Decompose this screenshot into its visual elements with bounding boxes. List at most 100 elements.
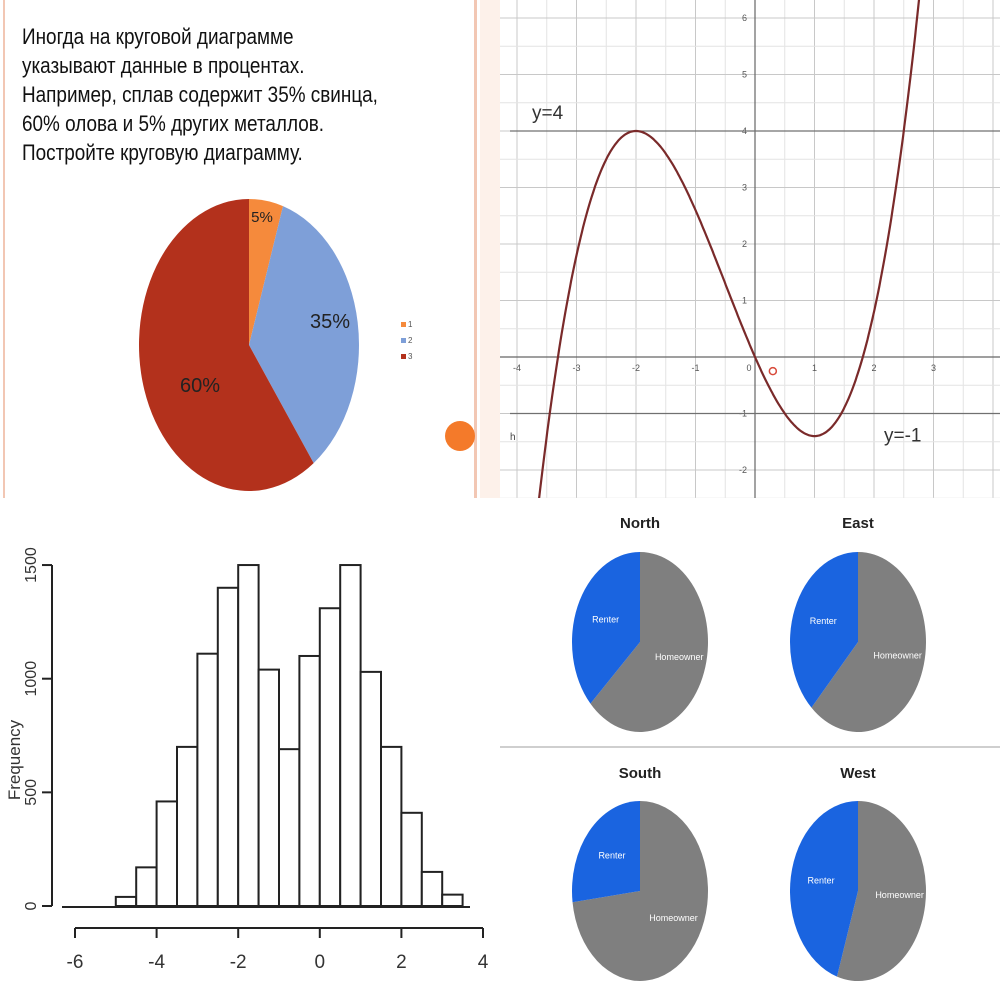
region-label-homeowner-south: Homeowner: [649, 913, 698, 923]
origin-marker: [768, 366, 778, 376]
hist-bar: [380, 745, 403, 907]
hist-bar: [237, 564, 260, 908]
x-tick-label: -1: [691, 363, 699, 373]
curve-h: [538, 0, 921, 498]
x-tick-label: 0: [746, 363, 751, 373]
task-text: Иногда на круговой диаграмме указывают д…: [22, 22, 409, 167]
region-title-north: North: [620, 515, 660, 532]
y-tick-label: -2: [739, 465, 747, 475]
y-tick-label: 3: [742, 183, 747, 193]
hist-x-tick-label: -6: [67, 952, 84, 973]
hist-bar: [441, 893, 464, 908]
hist-bar: [359, 670, 383, 907]
region-pie-west: [790, 801, 926, 981]
y-tick-label: 2: [742, 239, 747, 249]
hist-bar: [339, 564, 362, 908]
hist-x-tick-label: 2: [396, 952, 407, 973]
hist-bar: [420, 870, 444, 907]
task-text-line-3: Например, сплав содержит 35% свинца,: [22, 82, 378, 107]
region-pie-south: [572, 801, 708, 981]
hist-y-tick-label: 0: [23, 901, 40, 910]
plot-left-stripe: [480, 0, 500, 498]
task-text-line-4: 60% олова и 5% других металлов.: [22, 111, 325, 136]
alloy-pie-slice-2: [249, 206, 359, 464]
alloy-pie-slice-1: [249, 199, 283, 345]
region-slice-homeowner-west: [836, 801, 926, 981]
region-slice-renter-west: [790, 801, 858, 977]
region-label-renter-west: Renter: [808, 875, 835, 885]
hline-label-bottom: y=-1: [884, 426, 922, 447]
function-plot-panel: -4 -3 -2 -1 0 1 2 3 -2 -1 1 2 3 4 5 6 y=4 y=-1 h: [480, 0, 1000, 498]
x-tick-label: 1: [812, 363, 817, 373]
alloy-pie-label-3: 60%: [180, 375, 220, 397]
region-pies-chart: North Renter Homeowner East Renter Homeowner S…: [500, 515, 1000, 981]
region-label-homeowner-west: Homeowner: [875, 890, 924, 900]
alloy-pie-slice-3: [138, 199, 314, 492]
alloy-pie-group: [138, 199, 359, 492]
alloy-legend-swatch-3: [401, 354, 406, 359]
region-slice-homeowner-north: [590, 552, 708, 732]
region-pies-panel: North Renter Homeowner East Renter Homeowner S…: [500, 498, 1000, 1000]
x-tick-label: -3: [572, 363, 580, 373]
hist-bar: [155, 800, 179, 907]
y-tick-label: 6: [742, 13, 747, 23]
region-title-east: East: [842, 515, 874, 532]
hist-y-tick-label: 500: [23, 779, 40, 806]
hist-bar: [278, 748, 301, 907]
region-pie-east: [790, 552, 926, 732]
alloy-legend-label-1: 1: [408, 320, 413, 329]
hist-x-tick-label: 4: [478, 952, 489, 973]
alloy-pie-label-2: 35%: [310, 311, 350, 333]
plot-background: [500, 0, 1000, 498]
hist-bar: [135, 866, 158, 908]
hist-bar: [176, 745, 199, 907]
hist-y-axis-label: Frequency: [5, 719, 24, 800]
region-title-west: West: [840, 765, 876, 782]
task-text-line-1: Иногда на круговой диаграмме: [22, 24, 294, 49]
hist-bar: [318, 607, 342, 907]
x-tick-label: 3: [931, 363, 936, 373]
hist-y-tick-label: 1500: [23, 547, 40, 583]
alloy-legend-label-3: 3: [408, 352, 413, 361]
x-tick-label: 2: [871, 363, 876, 373]
x-tick-label: -2: [632, 363, 640, 373]
alloy-legend-label-2: 2: [408, 336, 413, 345]
region-label-renter-north: Renter: [592, 614, 619, 624]
hist-bar: [196, 652, 219, 907]
hist-bar: [114, 895, 138, 907]
region-label-renter-south: Renter: [598, 850, 625, 860]
curve-label: h: [510, 432, 516, 443]
region-pie-north: [572, 552, 708, 732]
orange-marker-circle: [445, 421, 475, 451]
x-tick-label: -4: [513, 363, 521, 373]
y-tick-label: 1: [742, 296, 747, 306]
right-border-stripe: [474, 0, 477, 498]
region-slice-homeowner-east: [811, 552, 926, 732]
region-slice-homeowner-south: [572, 801, 708, 981]
histogram-chart: -6 -4 -2 0 2 4 0 500 1000 1500 Frequency: [5, 547, 489, 973]
task-text-line-2: указывают данные в процентах.: [22, 53, 305, 78]
alloy-pie-chart: 5% 35% 60% 1 2 3: [138, 199, 475, 492]
region-title-south: South: [619, 765, 662, 782]
hist-bar: [216, 586, 240, 907]
region-slice-renter-south: [572, 801, 640, 903]
hist-x-tick-label: -2: [230, 952, 247, 973]
hline-label-top: y=4: [532, 103, 564, 124]
alloy-legend-swatch-2: [401, 338, 406, 343]
histogram-panel: -6 -4 -2 0 2 4 0 500 1000 1500 Frequency: [0, 498, 500, 1000]
alloy-pie-panel: Иногда на круговой диаграмме указывают д…: [0, 0, 480, 498]
hist-bar: [298, 654, 321, 907]
hist-bar: [400, 811, 423, 908]
hist-x-tick-label: -4: [148, 952, 165, 973]
region-label-homeowner-north: Homeowner: [655, 652, 704, 662]
region-slice-renter-north: [572, 552, 640, 704]
region-label-homeowner-east: Homeowner: [873, 651, 922, 661]
left-border-stripe: [3, 0, 5, 498]
hist-y-tick-label: 1000: [23, 661, 40, 697]
region-label-renter-east: Renter: [810, 616, 837, 626]
hist-x-tick-label: 0: [315, 952, 326, 973]
hist-bar: [257, 668, 281, 907]
alloy-legend-swatch-1: [401, 322, 406, 327]
y-tick-label: 5: [742, 70, 747, 80]
alloy-pie-label-1: 5%: [251, 209, 273, 226]
